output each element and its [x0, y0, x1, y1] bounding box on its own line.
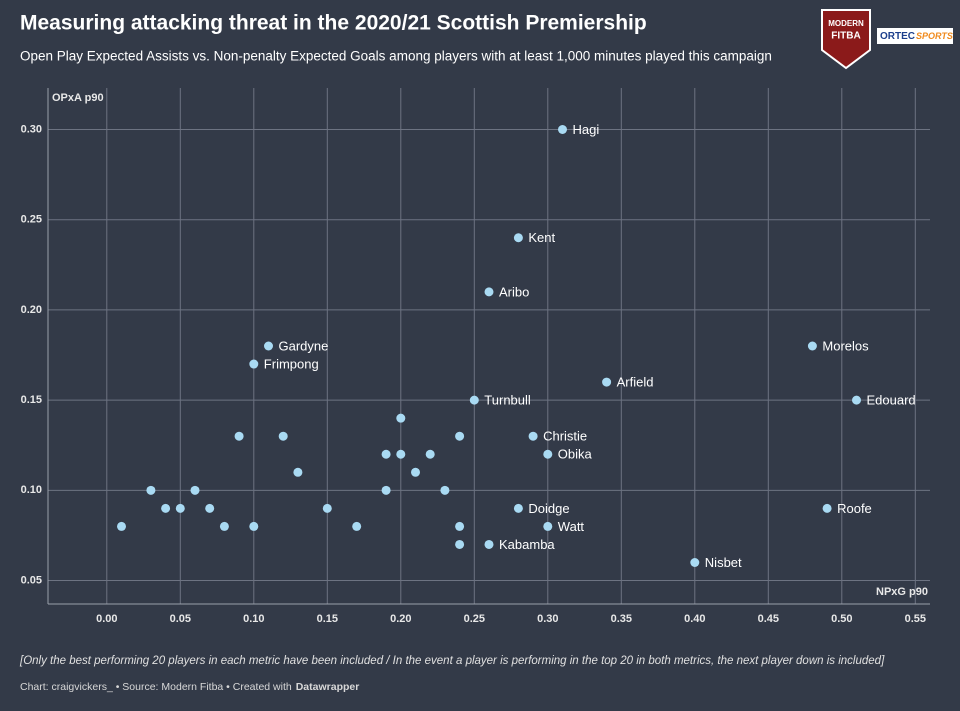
point-label: Edouard	[867, 393, 916, 408]
logo-text: MODERN	[828, 19, 864, 28]
point	[278, 431, 288, 441]
x-tick-label: 0.15	[317, 613, 338, 625]
logo-shield	[821, 9, 871, 70]
x-tick-label: 0.25	[464, 613, 485, 625]
x-tick-label: 0.40	[684, 613, 705, 625]
point	[293, 467, 303, 477]
credits: Chart: craigvickers_ • Source: Modern Fi…	[20, 681, 359, 693]
y-tick-label: 0.15	[21, 394, 42, 406]
point	[264, 341, 273, 351]
y-axis-title: OPxA p90	[52, 92, 104, 104]
point	[469, 395, 479, 405]
point	[396, 449, 406, 459]
x-tick-label: 0.35	[611, 613, 632, 625]
point	[117, 521, 126, 531]
point	[455, 521, 465, 531]
point	[411, 467, 420, 477]
chart-subtitle: Open Play Expected Assists vs. Non-penal…	[20, 49, 772, 64]
point-label: Arfield	[617, 375, 654, 390]
logo-right: ORTEC SPORTS	[877, 28, 953, 44]
point	[381, 485, 391, 495]
point	[543, 521, 553, 531]
credits-tool: Datawrapper	[296, 681, 360, 693]
point	[146, 485, 156, 495]
point-label: Christie	[543, 429, 587, 444]
point	[455, 431, 465, 441]
credits-text: Chart: craigvickers_ • Source: Modern Fi…	[20, 681, 292, 693]
point	[690, 558, 700, 568]
point	[175, 503, 185, 513]
point-label: Frimpong	[264, 356, 319, 371]
point	[852, 395, 861, 405]
marks: Hagi Kent Aribo Gardyne Frimpong Morelos Arfie…	[117, 122, 916, 570]
x-tick-label: 0.00	[96, 613, 117, 625]
point	[558, 124, 567, 134]
chart-title: Measuring attacking threat in the 2020/2…	[20, 12, 647, 35]
logo-text: ORTEC	[880, 31, 915, 42]
point	[513, 503, 523, 513]
point	[161, 503, 171, 513]
point	[234, 431, 244, 441]
point-label: Nisbet	[705, 555, 742, 570]
point-label: Kabamba	[499, 537, 555, 552]
point-label: Obika	[558, 447, 593, 462]
x-tick-label: 0.55	[905, 613, 926, 625]
point	[352, 521, 362, 531]
point	[322, 503, 332, 513]
point	[190, 485, 200, 495]
point	[484, 287, 494, 297]
x-tick-label: 0.10	[243, 613, 264, 625]
point-label: Turnbull	[484, 393, 531, 408]
x-tick-label: 0.05	[170, 613, 191, 625]
point-label: Morelos	[822, 338, 869, 353]
point	[602, 377, 612, 387]
point	[440, 485, 450, 495]
point	[249, 359, 259, 369]
y-tick-label: 0.05	[21, 574, 42, 586]
point-label: Kent	[528, 230, 555, 245]
point	[219, 521, 229, 531]
point	[807, 341, 817, 351]
point-label: Gardyne	[279, 338, 329, 353]
point	[822, 503, 832, 513]
point-label: Roofe	[837, 501, 872, 516]
logo-box	[877, 28, 953, 44]
footnote: [Only the best performing 20 players in …	[19, 655, 885, 667]
point	[484, 539, 494, 549]
x-tick-label: 0.30	[537, 613, 558, 625]
point	[455, 539, 465, 549]
point-label: Hagi	[573, 122, 600, 137]
point-label: Watt	[558, 519, 585, 534]
y-tick-label: 0.25	[21, 214, 42, 226]
logo-text: SPORTS	[916, 31, 953, 41]
point	[543, 449, 553, 459]
point-label: Aribo	[499, 284, 529, 299]
point	[249, 521, 259, 531]
point-label: Doidge	[528, 501, 569, 516]
point	[425, 449, 435, 459]
point	[528, 431, 538, 441]
point	[396, 413, 406, 423]
x-tick-label: 0.50	[831, 613, 852, 625]
x-tick-label: 0.45	[758, 613, 779, 625]
x-tick-label: 0.20	[390, 613, 411, 625]
y-tick-label: 0.10	[21, 484, 42, 496]
logo-text: FITBA	[831, 31, 860, 42]
x-axis-title: NPxG p90	[876, 586, 928, 598]
logo-left: MODERN FITBA	[821, 9, 871, 70]
point	[381, 449, 391, 459]
grid	[48, 88, 930, 604]
y-tick-label: 0.30	[21, 123, 42, 135]
y-tick-label: 0.20	[21, 304, 42, 316]
point	[513, 233, 523, 243]
point	[205, 503, 215, 513]
